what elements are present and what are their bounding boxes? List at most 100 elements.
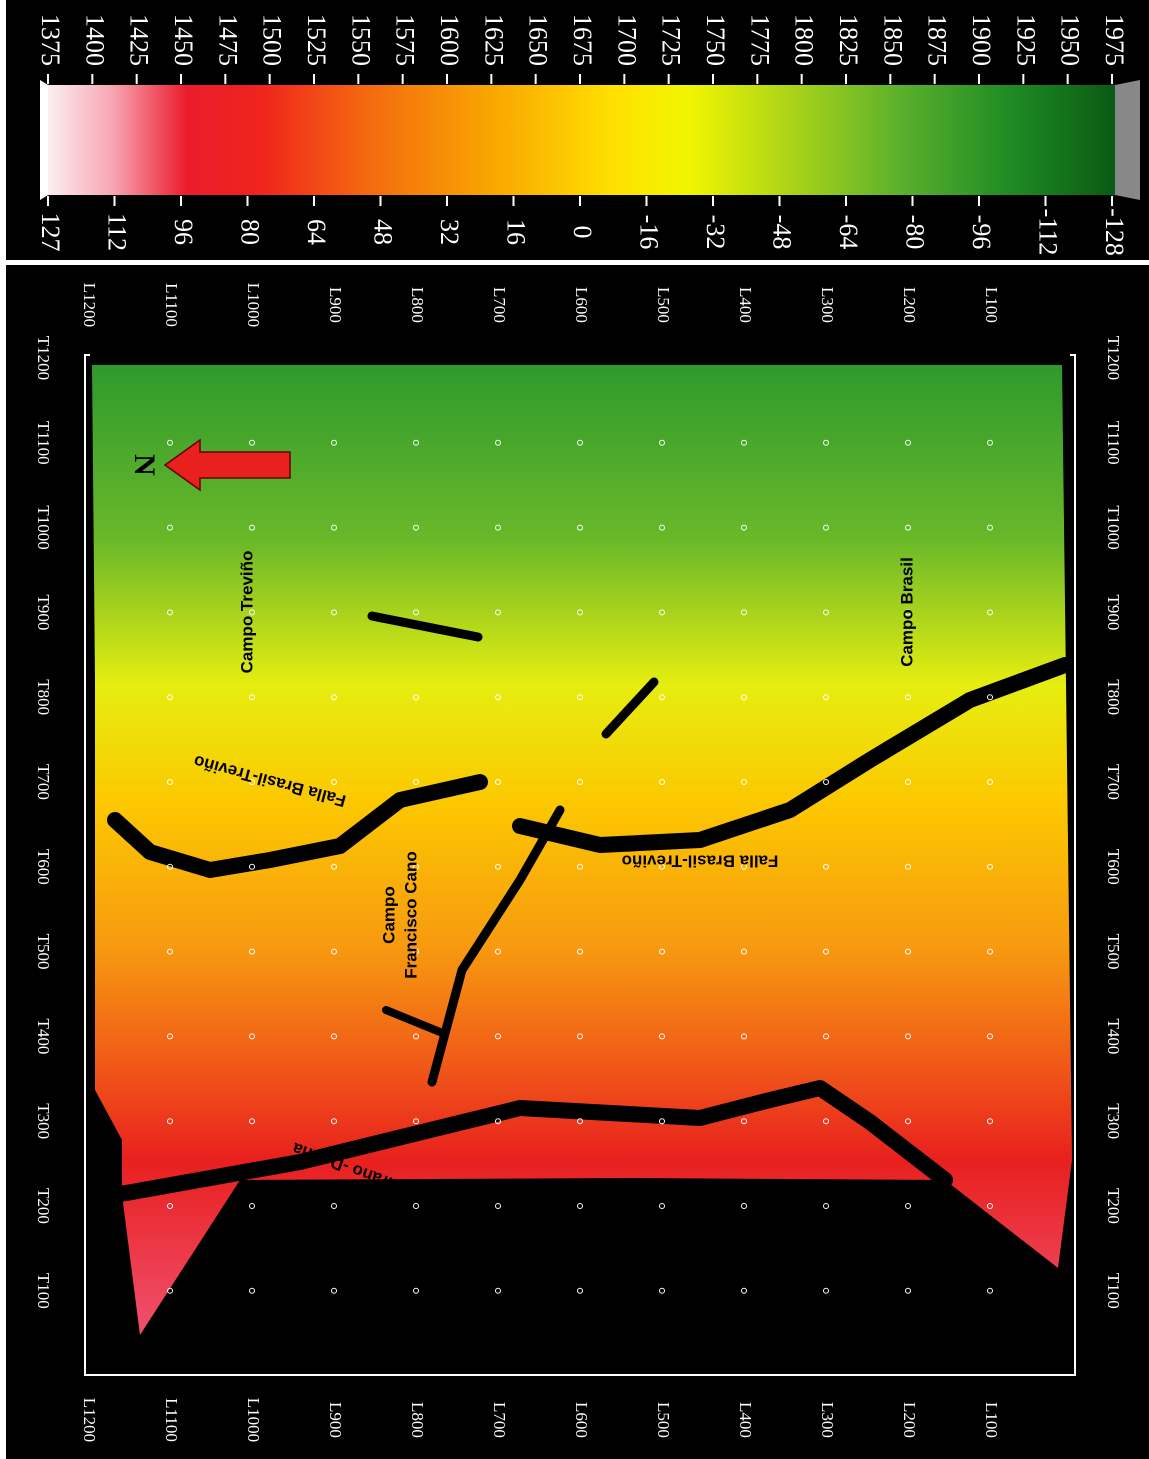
grid-dot xyxy=(249,694,255,701)
line-label: L900 xyxy=(326,1402,345,1438)
depth-label: 1625 xyxy=(479,14,508,66)
line-label: L800 xyxy=(408,287,427,323)
line-label: L900 xyxy=(326,287,345,323)
trace-label: T600 xyxy=(1104,849,1123,885)
trace-label: T300 xyxy=(1104,1103,1123,1139)
grid-dot xyxy=(741,524,747,531)
fault-line xyxy=(107,774,488,878)
grid-dot xyxy=(987,439,993,446)
grid-dot xyxy=(249,948,255,955)
grid-dot xyxy=(823,1033,829,1040)
grid-dot xyxy=(331,694,337,701)
trace-label: T1100 xyxy=(34,421,53,465)
north-label: N xyxy=(128,454,161,476)
grid-dot xyxy=(823,1118,829,1125)
trace-label: T1000 xyxy=(1104,505,1123,549)
depth-label: 1875 xyxy=(923,14,952,66)
grid-dot xyxy=(659,524,665,531)
fault-line xyxy=(512,657,1073,853)
depth-label: 1675 xyxy=(568,14,597,66)
mask xyxy=(90,330,1070,360)
trace-label: T900 xyxy=(34,594,53,630)
grid-dot xyxy=(741,779,747,785)
grid-dot xyxy=(905,694,911,701)
grid-dot xyxy=(659,1033,665,1040)
colorbar xyxy=(48,85,1115,195)
trace-label: T700 xyxy=(1104,764,1123,800)
amplitude-label: 0 xyxy=(568,226,597,239)
grid-dot xyxy=(331,1203,337,1209)
grid-dot xyxy=(167,439,173,446)
grid-dot xyxy=(577,948,583,955)
grid-dot xyxy=(659,609,665,616)
grid-dot xyxy=(495,779,501,785)
grid-dot xyxy=(495,694,501,701)
grid-dot xyxy=(741,863,747,870)
amplitude-label: -32 xyxy=(701,215,730,250)
grid-dot xyxy=(577,694,583,701)
line-label: L400 xyxy=(736,287,755,323)
grid-dot xyxy=(331,439,337,446)
grid-dot xyxy=(987,948,993,955)
grid-dot xyxy=(331,863,337,870)
grid-dot xyxy=(249,1033,255,1040)
fault-label: Falla Brasil-Treviño xyxy=(622,852,779,871)
grid-dot xyxy=(495,439,501,446)
grid-dot xyxy=(167,1118,173,1125)
trace-label: T300 xyxy=(34,1103,53,1139)
colorbar-bevel xyxy=(40,80,48,200)
amplitude-label: -96 xyxy=(967,215,996,250)
grid-dot xyxy=(167,1287,173,1294)
line-label: L600 xyxy=(572,1402,591,1438)
amplitude-label: 16 xyxy=(502,219,531,245)
frame-edge xyxy=(0,0,6,1459)
line-label: L600 xyxy=(572,287,591,323)
field-label: Campo Brasil xyxy=(897,557,916,667)
axis-labels: L1200 L1200 L1100 L1100 L1000 L1000 L900 L900 L8… xyxy=(34,283,1123,1442)
grid-dot xyxy=(905,1118,911,1125)
trace-label: T1200 xyxy=(1104,336,1123,380)
grid-dot xyxy=(741,948,747,955)
line-label: L100 xyxy=(982,287,1001,323)
grid-dot xyxy=(659,1203,665,1209)
grid-dot xyxy=(249,863,255,870)
grid-dot xyxy=(905,863,911,870)
depth-label: 1850 xyxy=(878,14,907,66)
grid-dot xyxy=(413,948,419,955)
amplitude-label: 112 xyxy=(103,213,132,251)
grid-dot xyxy=(987,863,993,870)
grid-dot xyxy=(249,779,255,785)
grid-dot xyxy=(987,524,993,531)
grid-dot xyxy=(659,1118,665,1125)
line-label: L1000 xyxy=(244,283,263,327)
grid-dot xyxy=(905,1033,911,1040)
depth-label: 1800 xyxy=(790,14,819,66)
trace-label: T700 xyxy=(34,764,53,800)
grid-dot xyxy=(823,694,829,701)
grid-dot xyxy=(577,1287,583,1294)
amplitude-label: 127 xyxy=(36,213,65,252)
grid-dot xyxy=(249,439,255,446)
grid-dot xyxy=(413,1287,419,1294)
grid-dot xyxy=(495,609,501,616)
grid-dot xyxy=(741,1203,747,1209)
grid-dot xyxy=(741,1033,747,1040)
grid-dot xyxy=(659,439,665,446)
grid-dot xyxy=(577,439,583,446)
amplitude-label: -80 xyxy=(901,215,930,250)
field-label: Campo xyxy=(379,886,398,944)
grid-dot xyxy=(495,863,501,870)
grid-dot xyxy=(495,948,501,955)
depth-label: 1450 xyxy=(169,14,198,66)
trace-label: T900 xyxy=(1104,594,1123,630)
depth-label: 1825 xyxy=(834,14,863,66)
amplitude-label: -112 xyxy=(1034,209,1063,256)
trace-label: T800 xyxy=(1104,679,1123,715)
grid-dot xyxy=(167,948,173,955)
grid-dot xyxy=(495,524,501,531)
amplitude-label: -64 xyxy=(834,215,863,250)
grid-dot xyxy=(249,609,255,616)
fault-line xyxy=(107,1080,953,1203)
grid-dot xyxy=(249,1118,255,1125)
grid-dot xyxy=(249,1203,255,1209)
